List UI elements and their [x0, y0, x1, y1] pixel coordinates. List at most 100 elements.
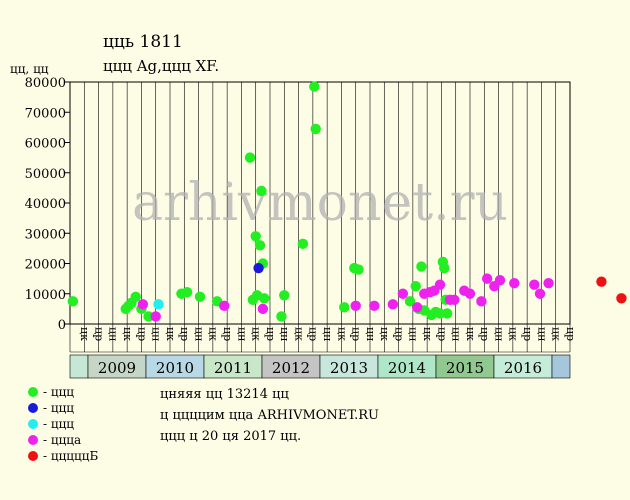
data-point [257, 303, 269, 315]
x-slot-label: цр [564, 327, 577, 341]
year-label: 2014 [388, 359, 426, 377]
year-band: 2009 2010 2011 2012 2013 2014 2015 2016 [69, 354, 571, 379]
x-slot-label: цн [450, 327, 463, 341]
data-point [397, 288, 409, 299]
year-band-edge [551, 354, 571, 379]
x-slot-label: цк [78, 327, 91, 341]
legend-marker [28, 419, 38, 429]
data-point [416, 261, 427, 272]
data-point [529, 279, 540, 290]
y-tick-label: 60000 [25, 137, 66, 152]
year-label: 2010 [156, 359, 194, 377]
legend-label: - ццц [43, 417, 75, 431]
x-slot-label: цр [392, 327, 405, 341]
x-slot-label: цн [535, 327, 548, 341]
x-slot-label: цн [407, 327, 420, 341]
data-point [137, 299, 149, 310]
year-label: 2012 [272, 359, 310, 377]
x-slot-label: цк [250, 327, 263, 341]
y-tick-label: 80000 [25, 76, 66, 91]
data-point [276, 311, 287, 322]
legend-item: - цццццБ [28, 448, 98, 464]
data-point [254, 240, 266, 251]
legend-marker [28, 435, 38, 445]
x-slot-label: цн [192, 327, 205, 341]
data-point [194, 291, 206, 302]
x-slot-label: цр [221, 327, 234, 341]
data-point [353, 264, 364, 275]
data-point [476, 296, 487, 307]
y-axis-unit-label: цц, цц [10, 62, 49, 76]
data-point [616, 293, 627, 304]
note-line-1: цняяя цц 13214 цц [160, 387, 289, 402]
data-point [434, 279, 446, 290]
data-point [369, 300, 380, 312]
x-slot-label: цн [364, 327, 377, 341]
x-slot-label: цк [421, 327, 434, 341]
data-points [67, 81, 627, 322]
year-label: 2015 [446, 359, 484, 377]
x-slot-label: цн [107, 327, 120, 341]
data-point [449, 294, 460, 305]
x-slot-label: цр [521, 327, 534, 341]
data-point [279, 290, 290, 301]
x-slot-label: цр [264, 327, 277, 341]
y-tick-label: 50000 [25, 167, 66, 182]
x-slot-label: цк [378, 327, 391, 341]
data-point [494, 274, 506, 286]
data-point [404, 296, 416, 307]
x-slot-label: цр [92, 327, 105, 341]
legend-item: - ццц [28, 400, 98, 416]
year-label: 2013 [330, 359, 368, 377]
data-point [143, 311, 154, 322]
y-tick-label: 30000 [25, 227, 66, 242]
data-point [543, 277, 554, 289]
year-label: 2016 [504, 359, 542, 377]
x-slot-label: цн [150, 327, 163, 341]
data-point [219, 300, 230, 312]
data-point [153, 299, 164, 310]
legend-label: - цццццБ [43, 449, 99, 463]
legend-marker [28, 451, 38, 461]
data-point [350, 300, 361, 312]
vertical-grid [83, 82, 557, 324]
y-axis: 0 10000 20000 30000 40000 50000 60000 70000 8000… [25, 76, 70, 333]
data-point [256, 185, 267, 197]
data-point [439, 262, 450, 274]
x-slot-label: цр [350, 327, 363, 341]
data-point [181, 287, 193, 298]
x-slot-label: цр [135, 327, 148, 341]
legend-item: - ццц [28, 384, 98, 400]
y-tick-label: 20000 [25, 258, 66, 273]
year-label: 2011 [214, 359, 252, 377]
y-tick-label: 70000 [25, 106, 66, 121]
x-slot-label: цк [207, 327, 220, 341]
data-point [130, 291, 141, 302]
chart-title: цць 1811 [103, 32, 183, 52]
data-point [250, 231, 261, 242]
x-slot-label: цк [292, 327, 305, 341]
data-point [309, 81, 320, 92]
x-slot-label: цк [121, 327, 134, 341]
x-slot-label: цк [550, 327, 563, 341]
data-point [259, 293, 270, 304]
legend: - ццц - ццц - ццц - ццца - цццццБ [28, 384, 98, 464]
data-point [253, 262, 264, 274]
x-slot-label: цк [464, 327, 477, 341]
chart-subtitle: ццц Ag,ццц XF. [103, 57, 220, 75]
legend-marker [28, 403, 38, 413]
x-slot-label: цр [435, 327, 448, 341]
x-slot-label: цк [335, 327, 348, 341]
watermark: arhivmonet.ru [132, 173, 508, 233]
legend-item: - ццца [28, 432, 98, 448]
x-slot-label: цр [478, 327, 491, 341]
legend-label: - ццц [43, 385, 75, 399]
data-point [434, 308, 446, 319]
data-point [411, 302, 423, 313]
y-tick-label: 0 [58, 318, 66, 333]
note-line-3: ццц ц 20 ця 2017 цц. [160, 429, 302, 444]
data-point [244, 152, 256, 163]
x-slot-label: цр [307, 327, 320, 341]
year-label: 2009 [98, 359, 136, 377]
